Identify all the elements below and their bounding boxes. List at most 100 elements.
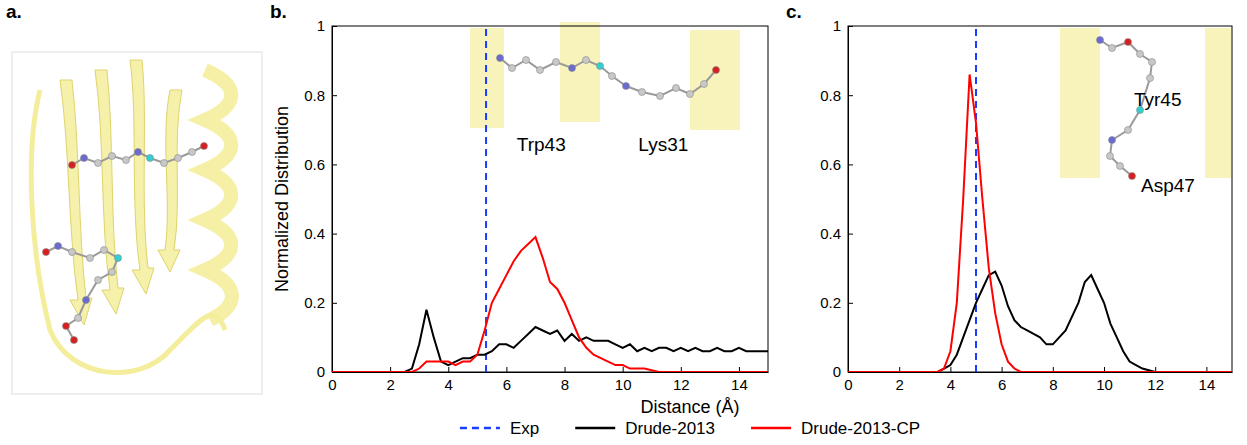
x-tick-label: 0	[328, 376, 336, 393]
y-tick-label: 1	[833, 17, 841, 34]
x-tick-mark	[950, 367, 951, 372]
atom	[537, 67, 544, 74]
atom	[1149, 59, 1156, 66]
atom	[109, 153, 116, 160]
atom	[95, 277, 102, 284]
y-axis: 00.20.40.60.81	[820, 17, 853, 380]
y-tick-mark	[848, 95, 853, 96]
x-tick-label: 12	[673, 376, 690, 393]
bond	[500, 58, 716, 96]
atom	[1147, 75, 1154, 82]
ribbon-strand	[130, 60, 154, 294]
plot-area	[848, 26, 1232, 372]
y-tick: 0.6	[820, 156, 853, 173]
y-tick-label: 0.2	[820, 294, 841, 311]
y-tick: 0.4	[304, 225, 337, 242]
atom	[1109, 45, 1116, 52]
reference-line	[975, 26, 977, 372]
annotation: Lys31	[638, 134, 688, 155]
x-tick-label: 10	[615, 376, 632, 393]
atom	[123, 157, 130, 164]
atom	[115, 255, 122, 262]
atom	[147, 155, 154, 162]
atom	[55, 243, 62, 250]
x-tick-mark	[506, 367, 507, 372]
y-tick-mark	[332, 95, 337, 96]
y-tick-label: 0.6	[304, 156, 325, 173]
x-axis-line	[333, 372, 769, 373]
y-tick-mark	[332, 164, 337, 165]
atom	[201, 143, 208, 150]
legend-swatch	[460, 427, 500, 430]
y-tick-mark	[332, 372, 337, 373]
legend-label: Exp	[510, 419, 539, 438]
atom	[523, 57, 530, 64]
y-tick-label: 0.4	[304, 225, 325, 242]
atom	[639, 89, 646, 96]
atom	[687, 91, 694, 98]
atom	[69, 249, 76, 256]
atom	[175, 155, 182, 162]
x-tick-label: 6	[503, 376, 511, 393]
figure: a.0246810121400.20.40.60.81Trp43Lys31b.N…	[0, 0, 1247, 445]
x-axis-line	[849, 372, 1233, 373]
y-tick-mark	[848, 164, 853, 165]
x-tick-mark	[448, 367, 449, 372]
atom	[95, 160, 102, 167]
x-tick: 12	[673, 367, 690, 393]
atom	[1107, 153, 1114, 160]
series-line	[848, 272, 1232, 372]
atom	[75, 315, 82, 322]
bond	[46, 246, 118, 340]
atom	[161, 160, 168, 167]
legend-label: Drude-2013-CP	[801, 419, 920, 438]
inset-ribbon	[1205, 28, 1231, 178]
atom	[1117, 163, 1124, 170]
panel-a: a.	[6, 1, 262, 394]
atom	[673, 85, 680, 92]
atom	[83, 297, 90, 304]
y-tick: 0.8	[820, 87, 853, 104]
atom	[1097, 37, 1104, 44]
x-tick-label: 0	[844, 376, 852, 393]
y-axis-title: Normalized Distribution	[272, 106, 292, 292]
plot-frame	[848, 26, 1232, 372]
y-tick-label: 1	[317, 17, 325, 34]
y-tick: 0.2	[304, 294, 337, 311]
atom	[189, 149, 196, 156]
x-tick: 2	[896, 367, 904, 393]
y-tick-label: 0.8	[820, 87, 841, 104]
atom	[713, 67, 720, 74]
annotation: Tyr45	[1134, 89, 1182, 110]
x-tick-mark	[623, 367, 624, 372]
x-tick-label: 8	[1049, 376, 1057, 393]
x-tick-label: 4	[947, 376, 955, 393]
y-tick-mark	[848, 234, 853, 235]
ribbon-loop	[31, 90, 225, 373]
x-tick-label: 2	[386, 376, 394, 393]
atom	[553, 59, 560, 66]
atom	[597, 63, 604, 70]
y-tick: 0.6	[304, 156, 337, 173]
x-tick: 4	[445, 367, 453, 393]
x-tick-label: 6	[998, 376, 1006, 393]
inset-ribbon	[560, 22, 600, 122]
x-tick-label: 8	[561, 376, 569, 393]
x-tick-label: 2	[896, 376, 904, 393]
image-frame	[12, 52, 262, 394]
ribbon-helix	[205, 70, 232, 320]
inset-structure	[1060, 28, 1231, 180]
x-axis: 0 2 4 6 8 10 12 14	[328, 367, 768, 393]
atom	[623, 83, 630, 90]
x-tick: 14	[731, 367, 748, 393]
legend-label: Drude-2013	[625, 419, 715, 438]
y-tick-label: 0.4	[820, 225, 841, 242]
x-tick: 10	[615, 367, 632, 393]
legend-swatch	[575, 427, 615, 430]
y-tick: 1	[833, 17, 853, 34]
y-tick-mark	[848, 303, 853, 304]
y-axis-line	[332, 27, 333, 373]
x-tick: 6	[998, 367, 1006, 393]
y-axis-line	[848, 27, 849, 373]
atom	[569, 65, 576, 72]
